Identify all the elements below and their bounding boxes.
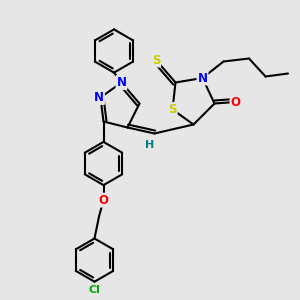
Text: O: O (98, 194, 109, 207)
Text: Cl: Cl (88, 285, 101, 295)
Text: S: S (168, 103, 177, 116)
Text: N: N (197, 71, 208, 85)
Text: N: N (94, 91, 104, 104)
Text: O: O (230, 95, 241, 109)
Text: S: S (152, 53, 160, 67)
Text: N: N (116, 76, 127, 89)
Text: H: H (146, 140, 154, 150)
